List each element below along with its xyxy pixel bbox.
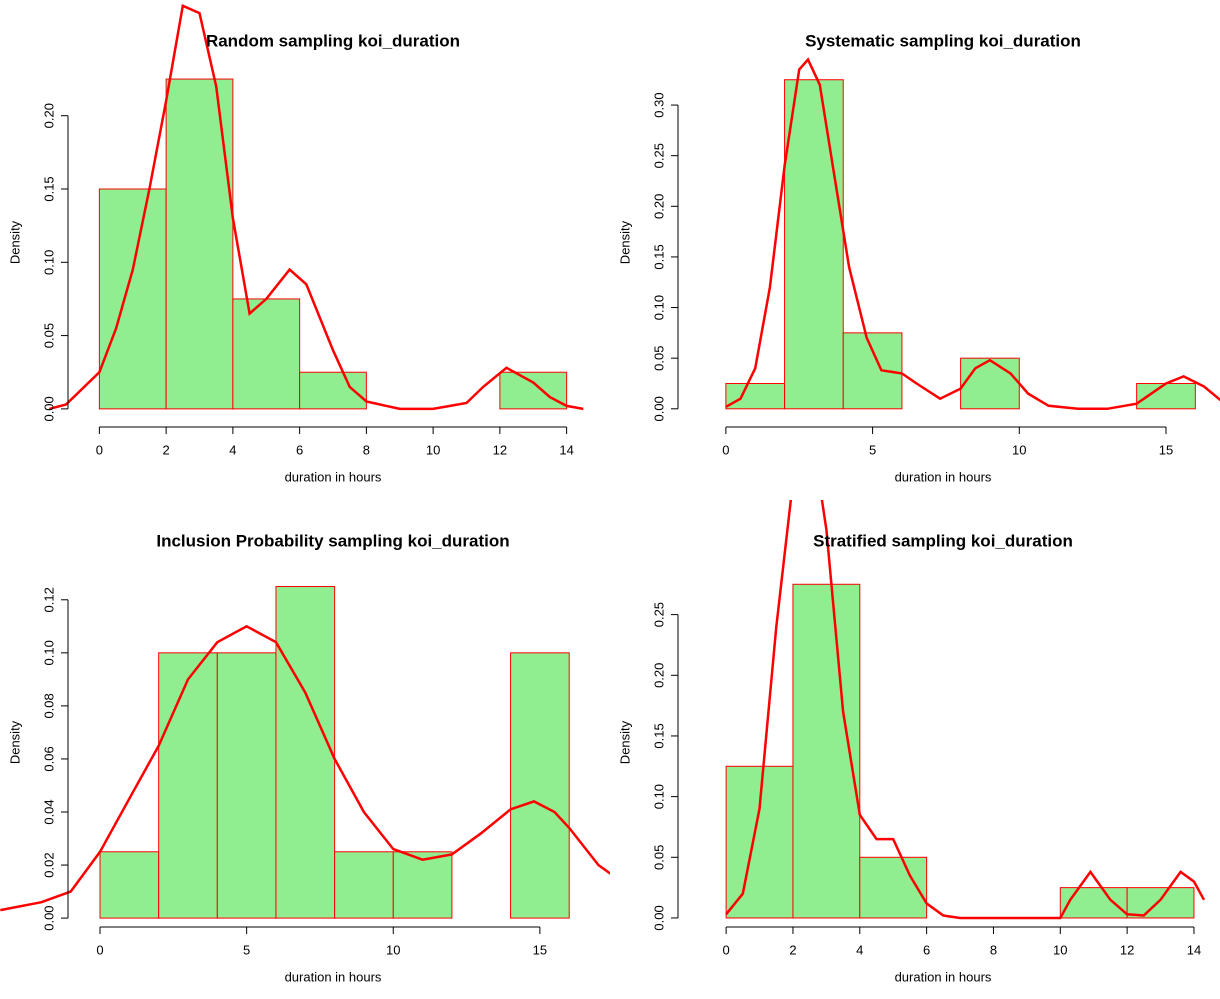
bar	[859, 856, 928, 919]
x-axis-label: duration in hours	[285, 469, 382, 484]
y-tick-label: 0.06	[41, 746, 56, 771]
x-tick-label: 0	[96, 942, 103, 957]
bar	[165, 78, 234, 410]
y-tick-label: 0.08	[41, 693, 56, 718]
x-tick-label: 14	[1187, 942, 1201, 957]
density-curve	[0, 624, 610, 912]
bar	[299, 371, 367, 410]
bar	[1126, 887, 1195, 919]
chart-title: Inclusion Probability sampling koi_durat…	[156, 531, 509, 550]
x-tick-label: 0	[722, 442, 729, 457]
y-tick-label: 0.20	[651, 194, 666, 219]
y-tick-label: 0.12	[41, 587, 56, 612]
x-tick-label: 5	[869, 442, 876, 457]
bar	[499, 371, 568, 410]
y-tick-label: 0.25	[651, 143, 666, 168]
y-tick-label: 0.00	[41, 905, 56, 930]
x-tick-label: 8	[990, 942, 997, 957]
y-tick-label: 0.25	[651, 602, 666, 627]
bar	[334, 851, 394, 919]
bar	[784, 79, 844, 410]
y-tick-label: 0.10	[41, 640, 56, 665]
y-tick-label: 0.00	[651, 905, 666, 930]
chart-panel: Systematic sampling koi_duration duration…	[617, 31, 1220, 484]
y-axis-label: Density	[7, 720, 22, 764]
x-tick-label: 10	[1012, 442, 1026, 457]
x-tick-label: 4	[229, 442, 236, 457]
y-tick-label: 0.05	[41, 323, 56, 348]
x-tick-label: 0	[96, 442, 103, 457]
bar	[960, 357, 1020, 410]
x-tick-label: 14	[559, 442, 573, 457]
bar	[510, 652, 570, 919]
chart-panel: Inclusion Probability sampling koi_durat…	[0, 531, 610, 984]
y-tick-label: 0.20	[651, 663, 666, 688]
x-tick-label: 2	[789, 942, 796, 957]
y-tick-label: 0.05	[651, 845, 666, 870]
x-tick-label: 0	[723, 942, 730, 957]
y-tick-label: 0.15	[651, 244, 666, 269]
x-tick-label: 15	[1159, 442, 1173, 457]
x-tick-label: 5	[243, 942, 250, 957]
x-tick-label: 15	[533, 942, 547, 957]
x-tick-label: 10	[1053, 942, 1067, 957]
bar	[1059, 887, 1128, 919]
y-tick-label: 0.00	[651, 396, 666, 421]
x-tick-label: 12	[1120, 942, 1134, 957]
x-tick-label: 2	[163, 442, 170, 457]
x-tick-label: 6	[296, 442, 303, 457]
bar	[232, 298, 301, 410]
bar	[725, 765, 794, 919]
x-tick-label: 10	[386, 942, 400, 957]
y-tick-label: 0.10	[651, 295, 666, 320]
chart-title: Random sampling koi_duration	[206, 31, 460, 50]
y-tick-label: 0.02	[41, 852, 56, 877]
y-axis-label: Density	[617, 220, 632, 264]
chart-panel: Stratified sampling koi_duration duration…	[617, 500, 1206, 984]
bar	[275, 586, 336, 919]
chart-title: Systematic sampling koi_duration	[805, 31, 1081, 50]
x-tick-label: 4	[856, 942, 863, 957]
bar	[99, 851, 160, 919]
x-tick-label: 6	[923, 942, 930, 957]
density-curve	[725, 500, 1206, 920]
y-axis-label: Density	[7, 220, 22, 264]
y-tick-label: 0.20	[41, 103, 56, 128]
bar	[216, 652, 277, 919]
x-tick-label: 8	[363, 442, 370, 457]
y-tick-label: 0.30	[651, 92, 666, 117]
x-axis-label: duration in hours	[285, 969, 382, 984]
bar	[158, 652, 218, 919]
y-tick-label: 0.15	[651, 723, 666, 748]
bar	[392, 851, 453, 919]
density-curve	[48, 4, 584, 411]
y-axis-label: Density	[617, 720, 632, 764]
y-tick-label: 0.10	[41, 250, 56, 275]
y-tick-label: 0.00	[41, 396, 56, 421]
y-tick-label: 0.04	[41, 799, 56, 824]
x-axis-label: duration in hours	[895, 469, 992, 484]
chart-panel: Random sampling koi_duration duration in …	[7, 4, 584, 484]
x-tick-label: 10	[426, 442, 440, 457]
x-axis-label: duration in hours	[895, 969, 992, 984]
density-curve	[725, 57, 1220, 411]
bar	[725, 382, 786, 410]
bar	[98, 188, 167, 410]
y-tick-label: 0.15	[41, 176, 56, 201]
chart-title: Stratified sampling koi_duration	[813, 531, 1073, 550]
y-tick-label: 0.05	[651, 346, 666, 371]
y-tick-label: 0.10	[651, 784, 666, 809]
x-tick-label: 12	[493, 442, 507, 457]
